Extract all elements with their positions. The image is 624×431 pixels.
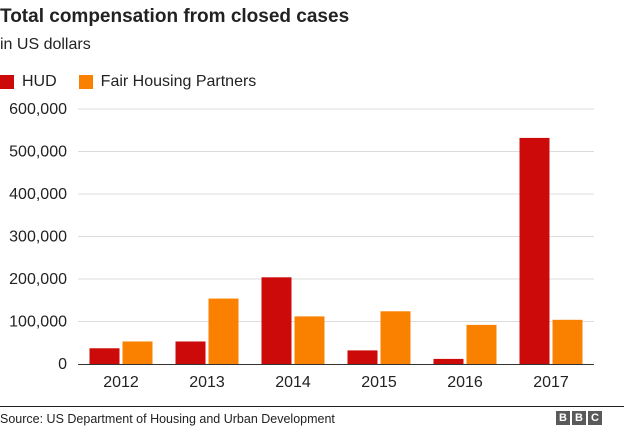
legend: HUD Fair Housing Partners — [0, 73, 278, 91]
bar-fair-housing — [552, 319, 583, 364]
x-tick-label: 2015 — [361, 374, 397, 391]
bar-fair-housing — [208, 298, 239, 364]
bbc-logo-letter: C — [588, 411, 602, 425]
bar-hud — [347, 350, 378, 364]
chart-subtitle: in US dollars — [0, 36, 91, 53]
bar-fair-housing — [122, 341, 153, 364]
legend-item-fair-housing: Fair Housing Partners — [78, 73, 257, 91]
bar-hud — [175, 341, 206, 364]
legend-item-hud: HUD — [0, 73, 57, 91]
x-tick-label: 2014 — [275, 374, 311, 391]
footer-divider — [0, 406, 624, 407]
legend-label-hud: HUD — [22, 73, 57, 90]
y-tick-label: 100,000 — [9, 314, 67, 331]
legend-swatch-hud — [0, 75, 14, 89]
bar-hud — [519, 137, 550, 364]
legend-swatch-fair-housing — [78, 75, 93, 89]
bar-fair-housing — [380, 311, 411, 364]
bar-fair-housing — [294, 316, 325, 364]
source-note: Source: US Department of Housing and Urb… — [0, 412, 335, 426]
y-tick-label: 600,000 — [9, 101, 67, 118]
x-tick-label: 2012 — [103, 374, 139, 391]
bar-hud — [261, 277, 292, 364]
x-tick-label: 2017 — [533, 374, 569, 391]
y-tick-label: 500,000 — [9, 144, 67, 161]
bar-hud — [433, 358, 464, 364]
y-tick-label: 300,000 — [9, 229, 67, 246]
x-tick-label: 2013 — [189, 374, 225, 391]
bar-hud — [89, 348, 120, 364]
bbc-logo-letter: B — [556, 411, 570, 425]
y-tick-label: 200,000 — [9, 271, 67, 288]
bbc-logo-letter: B — [572, 411, 586, 425]
bar-fair-housing — [466, 324, 497, 364]
y-tick-label: 0 — [58, 356, 67, 373]
chart-title: Total compensation from closed cases — [0, 6, 350, 27]
x-tick-label: 2016 — [447, 374, 483, 391]
legend-label-fair-housing: Fair Housing Partners — [100, 73, 257, 90]
bbc-logo: B B C — [554, 411, 602, 425]
y-tick-label: 400,000 — [9, 186, 67, 203]
